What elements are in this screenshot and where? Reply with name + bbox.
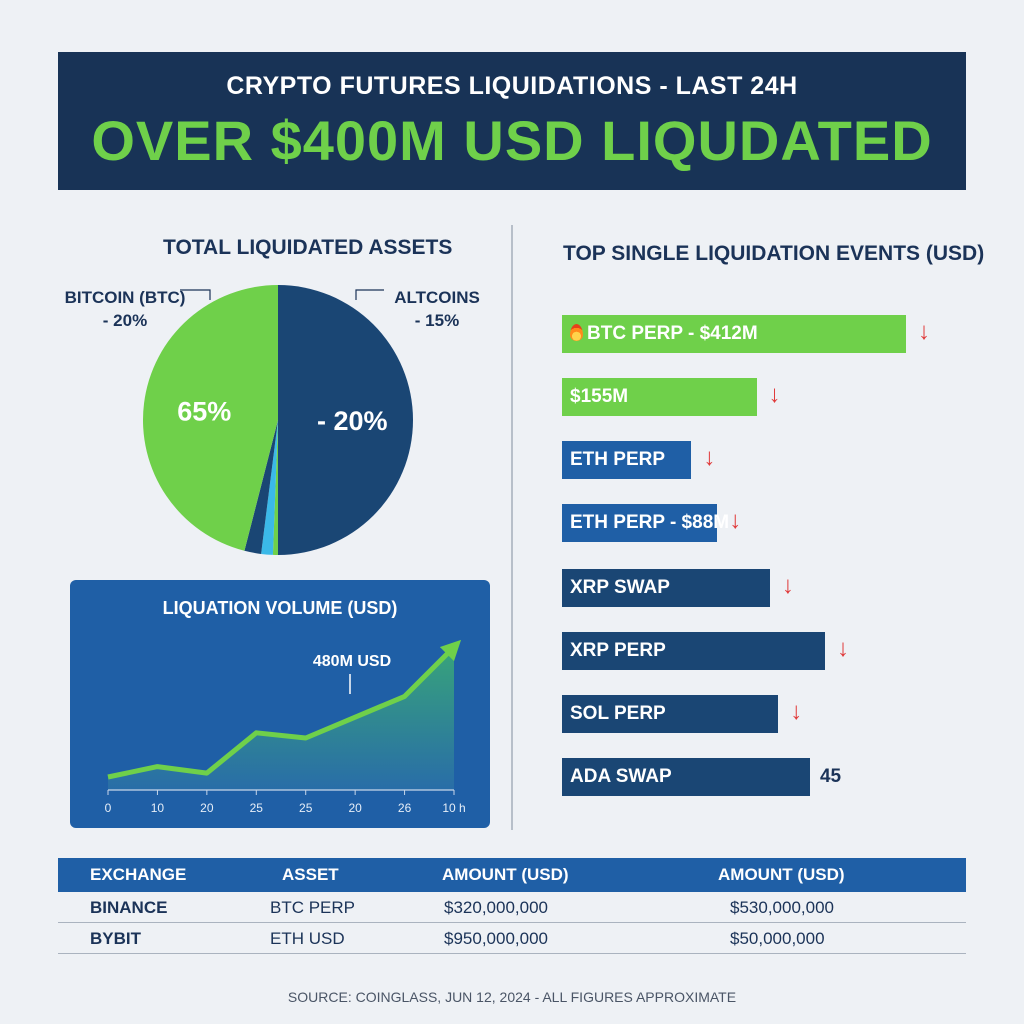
x-tick-label: 20 <box>200 801 214 815</box>
event-bar-label: ADA SWAP <box>570 766 672 787</box>
down-arrow-icon: ↓ <box>781 572 794 599</box>
table-header-amount-1: AMOUNT (USD) <box>442 865 569 884</box>
event-bar: ETH PERP - $88M <box>562 504 729 542</box>
header-banner: CRYPTO FUTURES LIQUIDATIONS - LAST 24H O… <box>58 52 966 190</box>
events-chart-title: TOP SINGLE LIQUIDATION EVENTS (USD) <box>563 242 985 265</box>
x-tick-label: 10 <box>151 801 165 815</box>
pie-slice-1 <box>272 420 278 555</box>
volume-area-chart: LIQUATION VOLUME (USD) 0 10 20 25 25 20 26 10 h… <box>105 598 466 815</box>
table-cell-asset: ETH USD <box>270 929 345 948</box>
table-header-row: EXCHANGE ASSET AMOUNT (USD) AMOUNT (USD) <box>58 858 966 892</box>
x-tick-label: 26 <box>398 801 412 815</box>
event-bar: ETH PERP <box>562 441 692 479</box>
table-cell-amount-1: $320,000,000 <box>444 898 548 917</box>
fire-icon <box>570 324 583 341</box>
source-footnote: SOURCE: COINGLASS, JUN 12, 2024 - ALL FI… <box>287 989 737 1005</box>
table-cell-exchange: BYBIT <box>90 929 141 948</box>
pie-chart: - 20% 65% <box>142 285 413 555</box>
event-bar: SOL PERP <box>562 695 779 733</box>
event-bar-label: BTC PERP - $412M <box>587 323 758 344</box>
x-tick-label: 10 h <box>442 801 465 815</box>
pie-label-bitcoin: BITCOIN (BTC) - 20% <box>64 288 186 330</box>
x-tick-label: 25 <box>299 801 313 815</box>
event-bar: $155M <box>562 378 757 416</box>
column-divider <box>511 225 513 830</box>
event-bar-label: $155M <box>570 386 629 407</box>
volume-annotation: 480M USD <box>313 653 391 670</box>
down-arrow-icon: ↓ <box>729 507 742 534</box>
event-bar: ADA SWAP <box>562 758 810 796</box>
volume-chart-title: LIQUATION VOLUME (USD) <box>163 598 398 618</box>
event-bar: XRP PERP <box>562 632 825 670</box>
down-arrow-icon: ↓ <box>837 635 849 662</box>
table-cell-exchange: BINANCE <box>90 898 168 917</box>
pie-label-altcoins: ALTCOINS - 15% <box>394 288 480 330</box>
pie-slice-label: 65% <box>177 397 231 427</box>
table-cell-amount-2: $50,000,000 <box>730 929 825 948</box>
pie-leader-line-left <box>180 289 211 300</box>
x-tick-label: 0 <box>105 801 112 815</box>
event-bar-label: XRP PERP <box>570 640 666 661</box>
volume-line <box>107 639 462 780</box>
volume-area-fill <box>108 647 454 790</box>
down-arrow-icon: ↓ <box>703 444 716 471</box>
volume-chart-card: LIQUATION VOLUME (USD) 0 10 20 25 25 20 26 10 h… <box>70 580 490 828</box>
table-row: BYBIT ETH USD $950,000,000 $50,000,000 <box>58 923 966 954</box>
down-arrow-icon: ↓ <box>768 381 781 408</box>
x-tick-label: 25 <box>250 801 264 815</box>
table-cell-amount-1: $950,000,000 <box>444 929 548 948</box>
x-tick-label: 20 <box>348 801 362 815</box>
table-header-exchange: EXCHANGE <box>90 865 187 884</box>
event-bar-value: 45 <box>819 766 842 787</box>
table-header-asset: ASSET <box>282 865 339 884</box>
down-arrow-icon: ↓ <box>790 698 803 725</box>
pie-slice-0 <box>278 285 413 555</box>
pie-leader-line-right <box>355 289 384 300</box>
pie-chart-title: TOTAL LIQUIDATED ASSETS <box>163 236 453 259</box>
event-bar-label: XRP SWAP <box>570 577 670 598</box>
event-bar: BTC PERP - $412M <box>562 315 906 353</box>
pie-slice-2 <box>261 420 278 555</box>
event-bar-label: ETH PERP - $88M <box>570 512 730 533</box>
event-bar: XRP SWAP <box>562 569 770 607</box>
down-arrow-icon: ↓ <box>918 318 930 345</box>
header-subtitle: CRYPTO FUTURES LIQUIDATIONS - LAST 24H <box>226 72 798 100</box>
event-bar-label: SOL PERP <box>570 703 666 724</box>
table-header-amount-2: AMOUNT (USD) <box>718 865 845 884</box>
pie-slice-4 <box>142 285 278 551</box>
pie-slice-3 <box>244 420 278 554</box>
table-cell-amount-2: $530,000,000 <box>730 898 834 917</box>
table-row: BINANCE BTC PERP $320,000,000 $530,000,0… <box>58 892 966 923</box>
event-bar-label: ETH PERP <box>570 449 666 470</box>
pie-slice-label: - 20% <box>317 406 388 436</box>
header-title: OVER $400M USD LIQUDATED <box>91 109 933 172</box>
table-cell-asset: BTC PERP <box>270 898 356 917</box>
exchange-table: EXCHANGE ASSET AMOUNT (USD) AMOUNT (USD)… <box>58 858 966 954</box>
